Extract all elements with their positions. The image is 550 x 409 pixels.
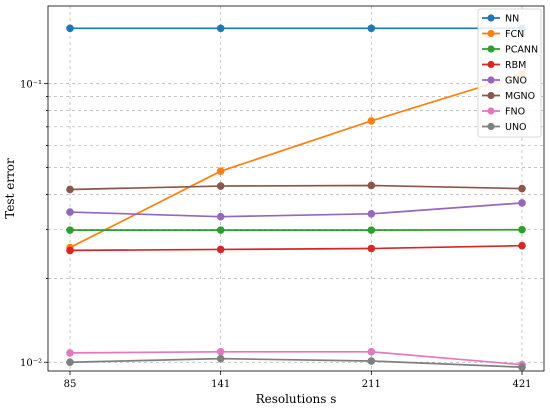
x-axis-label: Resolutions s [256,392,337,406]
legend-marker-pcann [487,45,495,53]
data-point-uno [216,354,225,363]
x-tick-label: 85 [64,379,77,390]
series-line-mgno [69,184,523,191]
data-point-nn [367,24,376,33]
y-tick-label: 10⁻² [20,358,42,369]
x-tick-label: 421 [512,379,531,390]
legend-marker-uno [487,122,495,131]
data-point-nn [66,24,74,33]
data-point-fno [367,347,376,356]
series-line-gno [69,202,523,218]
series-pcann [66,225,526,234]
x-axis: 85 141 211 421 [64,371,532,390]
data-point-fno [66,349,74,357]
legend-marker-gno [487,76,495,84]
legend-label-nn: NN [505,14,519,25]
series-uno [66,354,526,371]
data-point-uno [367,357,376,365]
data-point-gno [367,210,376,218]
data-point-uno [66,358,74,367]
data-point-uno [518,363,526,371]
data-point-rbm [367,244,376,253]
data-point-pcann [216,226,225,234]
series-fcn [66,70,526,252]
legend: NN FCN PCANN RBM GNO MGNO FNO UNO [477,8,542,138]
data-point-gno [66,208,74,216]
data-point-rbm [518,241,526,250]
data-point-fcn [216,167,225,175]
plot-area [47,5,545,372]
data-point-rbm [216,245,225,254]
legend-label-gno: GNO [505,76,527,87]
y-axis-label: Test error [3,158,17,219]
legend-label-fno: FNO [505,107,525,118]
data-point-mgno [216,182,225,190]
legend-marker-rbm [487,60,495,69]
legend-marker-fcn [487,29,495,38]
series-line-rbm [69,244,523,252]
legend-label-fcn: FCN [505,29,524,40]
data-point-mgno [66,185,74,194]
legend-label-pcann: PCANN [505,45,538,56]
data-point-mgno [367,181,376,190]
data-point-pcann [66,226,74,234]
series-fno [66,347,526,369]
legend-label-mgno: MGNO [505,91,535,102]
series-mgno [66,181,526,194]
x-tick-label: 141 [211,379,230,390]
data-point-mgno [518,184,526,193]
series-line-fno [69,350,523,366]
series-line-fcn [69,73,523,249]
data-point-pcann [367,226,376,234]
data-point-fno [216,347,225,356]
legend-label-uno: UNO [505,122,527,133]
legend-marker-nn [487,14,495,22]
legend-box [477,8,542,138]
series-nn [66,24,526,33]
data-point-gno [518,199,526,207]
series-gno [66,199,526,221]
y-axis: 10⁻² 10⁻¹ [20,80,48,369]
data-point-fcn [367,117,376,125]
legend-marker-fno [487,107,495,115]
y-tick-label: 10⁻¹ [20,80,42,91]
data-point-gno [216,212,225,221]
data-point-pcann [518,225,526,234]
series [66,24,526,371]
series-line-uno [69,357,523,369]
legend-marker-mgno [487,91,495,100]
x-tick-label: 211 [362,379,381,390]
legend-label-rbm: RBM [505,60,526,71]
data-point-rbm [66,246,74,255]
data-point-nn [216,24,225,33]
series-rbm [66,241,526,255]
